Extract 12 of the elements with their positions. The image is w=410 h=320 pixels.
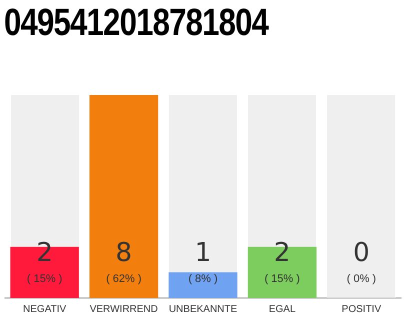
data-label: 2 ( 15% )	[264, 238, 300, 286]
data-label: 8 ( 62% )	[106, 238, 142, 286]
x-tick-label: EGAL	[268, 304, 296, 315]
x-tick-label: UNBEKANNTE	[168, 304, 238, 315]
data-label: 2 ( 15% )	[26, 238, 62, 286]
x-tick-label: NEGATIV	[23, 304, 67, 315]
x-tick-label: POSITIV	[342, 304, 382, 315]
chart-title: 0495412018781804	[4, 2, 268, 45]
data-label: 0 ( 0% )	[346, 238, 376, 286]
x-tick-label: VERWIRREND	[90, 304, 158, 315]
bar	[168, 272, 238, 298]
data-label: 1 ( 8% )	[188, 238, 218, 286]
